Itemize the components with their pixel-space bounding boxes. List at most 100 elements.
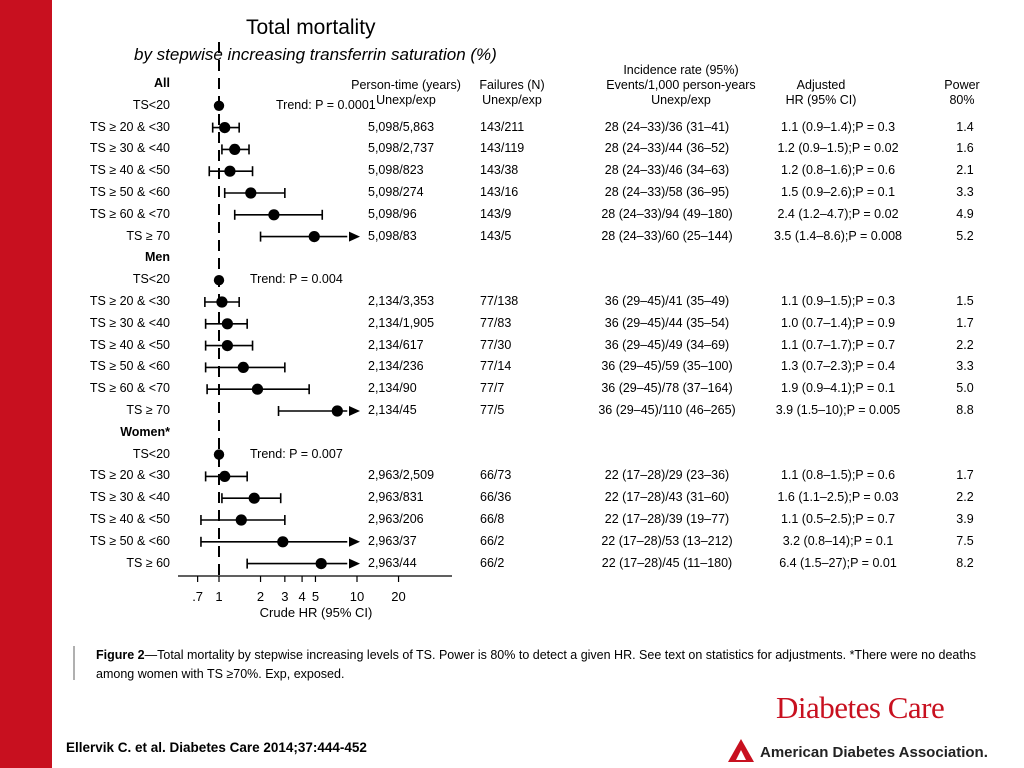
failures-cell: 143/38: [480, 163, 519, 178]
ci-arrow: [349, 536, 360, 547]
adjusted-hr-cell: 1.3 (0.7–2.3);P = 0.4: [780, 359, 896, 374]
incidence-cell: 28 (24–33)/36 (31–41): [604, 119, 730, 134]
figure-subtitle: by stepwise increasing transferrin satur…: [134, 45, 497, 64]
power-cell: 3.9: [956, 512, 974, 526]
header-incidence-line2: Events/1,000 person-years: [606, 78, 756, 92]
incidence-cell: 28 (24–33)/46 (34–63): [604, 163, 730, 178]
adjusted-hr-cell: 2.4 (1.2–4.7);P = 0.02: [777, 206, 899, 221]
reference-row-label: TS<20: [132, 272, 170, 287]
hr-point: [245, 187, 257, 199]
person-time-cell: 2,963/44: [368, 555, 417, 570]
incidence-cell: 28 (24–33)/44 (36–52): [604, 141, 730, 156]
row-label: TS ≥ 60 & <70: [89, 206, 170, 221]
hr-point: [331, 405, 343, 417]
failures-cell: 143/16: [480, 185, 519, 199]
person-time-cell: 5,098/96: [368, 206, 417, 221]
row-label: TS ≥ 30 & <40: [89, 141, 170, 156]
person-time-cell: 2,134/617: [368, 337, 424, 352]
incidence-cell: 36 (29–45)/41 (35–49): [604, 294, 730, 308]
row-label: TS ≥ 70: [126, 228, 170, 243]
journal-logo: Diabetes Care: [776, 690, 945, 725]
caption-rule: [73, 646, 75, 680]
adjusted-hr-cell: 3.9 (1.5–10);P = 0.005: [775, 403, 901, 417]
hr-point: [235, 514, 247, 526]
publisher-logo: American Diabetes Association.: [760, 744, 988, 761]
adjusted-hr-cell: 1.2 (0.8–1.6);P = 0.6: [780, 163, 896, 178]
x-tick-label: 10: [350, 589, 364, 604]
power-cell: 4.9: [956, 206, 974, 221]
reference-point: [213, 449, 225, 460]
header-failures-line1: Failures (N): [479, 78, 545, 92]
power-cell: 8.2: [956, 555, 974, 570]
power-cell: 3.3: [956, 185, 974, 199]
adjusted-hr-cell: 6.4 (1.5–27);P = 0.01: [779, 555, 897, 570]
header-adjusted: Adjusted HR (95% CI): [772, 78, 870, 108]
person-time-cell: 2,134/236: [368, 359, 424, 374]
failures-cell: 66/36: [480, 490, 512, 505]
x-tick-label: .7: [192, 589, 203, 604]
power-cell: 1.5: [956, 294, 974, 308]
power-cell: 5.0: [956, 381, 974, 396]
figure-caption: Figure 2—Total mortality by stepwise inc…: [96, 646, 996, 684]
failures-cell: 143/9: [480, 206, 512, 221]
incidence-cell: 22 (17–28)/43 (31–60): [604, 490, 730, 505]
reference-row-label: TS<20: [132, 446, 170, 461]
row-label: TS ≥ 60 & <70: [89, 381, 170, 396]
person-time-cell: 2,963/831: [368, 490, 424, 505]
hr-point: [219, 470, 231, 482]
caption-label: Figure 2: [96, 648, 145, 662]
trend-label: Trend: P = 0.007: [250, 446, 343, 461]
power-cell: 2.2: [956, 490, 974, 505]
adjusted-hr-cell: 1.1 (0.9–1.4);P = 0.3: [780, 119, 896, 134]
ci-arrow: [349, 231, 360, 242]
row-label: TS ≥ 40 & <50: [89, 337, 170, 352]
incidence-cell: 36 (29–45)/59 (35–100): [601, 359, 733, 374]
adjusted-hr-cell: 1.1 (0.9–1.5);P = 0.3: [780, 294, 896, 308]
adjusted-hr-cell: 3.5 (1.4–8.6);P = 0.008: [774, 228, 902, 243]
hr-point: [248, 492, 260, 504]
row-label: TS ≥ 50 & <60: [89, 359, 170, 374]
row-label: TS ≥ 20 & <30: [89, 294, 170, 308]
failures-cell: 77/5: [480, 403, 505, 417]
forest-plot: .7 1 2 3 4 5 10 20 Crude HR (95% CI): [178, 42, 452, 620]
power-cell: 1.4: [956, 119, 974, 134]
header-incidence-line1: Incidence rate (95%): [623, 63, 739, 77]
header-incidence: Incidence rate (95%) Events/1,000 person…: [590, 63, 772, 108]
header-person-time-line1: Person-time (years): [351, 78, 461, 92]
hr-point: [219, 122, 231, 134]
failures-cell: 66/8: [480, 512, 505, 526]
incidence-cell: 36 (29–45)/78 (37–164): [601, 381, 733, 396]
x-tick-label: 5: [312, 589, 319, 604]
person-time-cell: 2,134/45: [368, 403, 417, 417]
power-cell: 5.2: [956, 228, 974, 243]
power-cell: 2.1: [956, 163, 974, 178]
incidence-cell: 22 (17–28)/29 (23–36): [604, 468, 730, 483]
power-cell: 2.2: [956, 337, 974, 352]
incidence-cell: 28 (24–33)/94 (49–180): [601, 206, 733, 221]
incidence-cell: 36 (29–45)/44 (35–54): [604, 315, 730, 330]
power-cell: 3.3: [956, 359, 974, 374]
incidence-cell: 36 (29–45)/110 (46–265): [598, 403, 736, 417]
header-power-line1: Power: [944, 78, 980, 92]
adjusted-hr-cell: 1.5 (0.9–2.6);P = 0.1: [780, 185, 896, 199]
hr-point: [237, 361, 249, 373]
adjusted-hr-cell: 1.1 (0.7–1.7);P = 0.7: [780, 337, 896, 352]
incidence-cell: 22 (17–28)/45 (11–180): [601, 555, 733, 570]
adjusted-hr-cell: 1.9 (0.9–4.1);P = 0.1: [780, 381, 896, 396]
person-time-cell: 2,963/206: [368, 512, 424, 526]
ci-arrow: [349, 558, 360, 569]
row-label: TS ≥ 60: [126, 555, 170, 570]
person-time-cell: 5,098/2,737: [368, 141, 435, 156]
power-cell: 1.6: [956, 141, 974, 156]
person-time-cell: 5,098/274: [368, 185, 424, 199]
citation: Ellervik C. et al. Diabetes Care 2014;37…: [66, 740, 367, 755]
adjusted-hr-cell: 3.2 (0.8–14);P = 0.1: [782, 533, 894, 548]
person-time-cell: 5,098/823: [368, 163, 424, 178]
person-time-cell: 5,098/83: [368, 228, 417, 243]
failures-cell: 77/7: [480, 381, 505, 396]
reference-row-label: TS<20: [132, 97, 170, 112]
header-adjusted-line1: Adjusted: [796, 78, 846, 92]
group-label: Men: [145, 250, 170, 265]
incidence-cell: 28 (24–33)/60 (25–144): [601, 228, 733, 243]
trend-label: Trend: P = 0.0001: [276, 97, 376, 112]
